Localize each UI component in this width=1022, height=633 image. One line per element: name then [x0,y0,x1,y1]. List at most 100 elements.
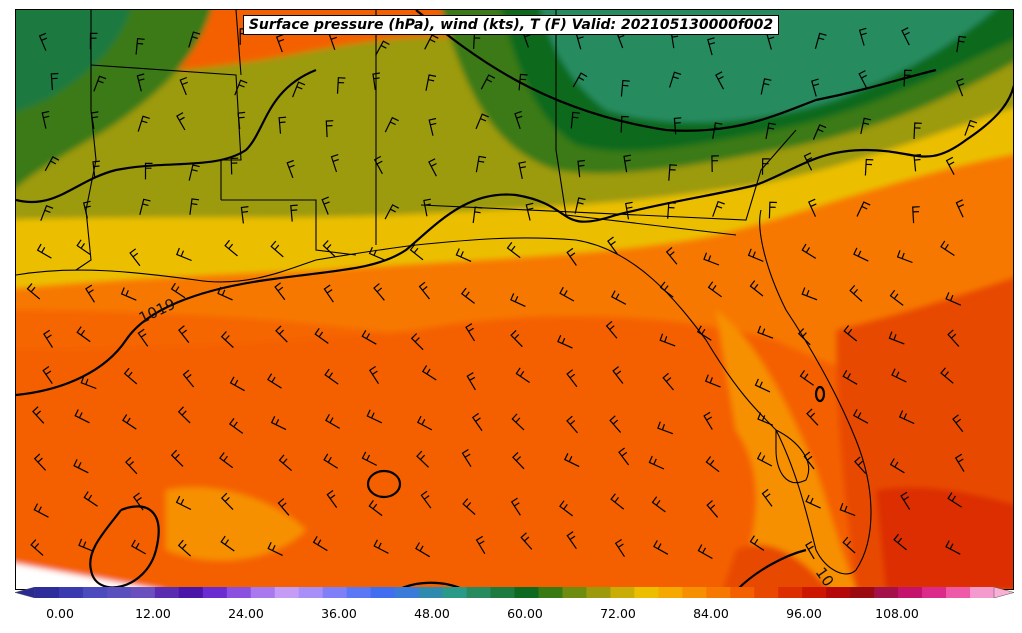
wind-barb [292,81,306,98]
wind-barb [78,538,95,552]
wind-barb [572,72,588,88]
colorbar-tick-label: 0.00 [46,606,74,621]
temperature-field [16,10,1013,589]
wind-barb [703,252,720,266]
colorbar-tick-label: 96.00 [786,606,822,621]
colorbar-swatch [82,587,108,598]
wind-barb [137,328,149,347]
wind-barb [814,32,827,49]
wind-barb [765,122,776,140]
wind-barb [514,110,523,129]
wind-barb [74,409,90,424]
wind-barb [136,73,145,92]
wind-barb [135,37,145,55]
wind-barb [510,329,523,348]
wind-barb [715,71,725,90]
wind-barb [36,243,52,259]
wind-barb [803,152,813,171]
wind-barb [76,326,91,343]
wind-barb [614,538,626,558]
wind-barb [189,198,200,215]
colorbar-swatch [178,587,204,598]
wind-barb [234,79,248,96]
wind-barb [956,35,967,53]
wind-barb [428,158,437,177]
wind-barb [607,236,618,255]
wind-barb [368,365,380,385]
wind-barb [425,74,437,91]
wind-barb [704,374,721,388]
wind-barb [896,250,913,264]
colorbar-swatch [35,587,60,598]
wind-barb [801,243,817,259]
wind-barb [805,541,815,560]
wind-barb [324,368,339,385]
wind-barb [125,456,138,475]
wind-barb [940,240,955,257]
wind-barb [940,367,954,384]
wind-barb [515,367,530,383]
wind-barb [326,490,338,508]
wind-barb [864,158,874,176]
colorbar-swatch [754,587,779,598]
wind-barb [410,333,424,351]
wind-barb [50,72,59,90]
wind-barb [520,532,533,550]
wind-barb [843,325,858,342]
wind-barb [760,78,772,95]
wind-barb [462,498,476,515]
colorbar-swatch [466,587,492,598]
wind-barb [41,110,50,129]
colorbar-swatch [490,587,515,598]
wind-barb [229,376,245,392]
wind-barb [566,247,577,266]
wind-barb [325,414,341,429]
wind-barb [518,161,527,180]
wind-barb [361,451,377,466]
colorbar-tick-label: 60.00 [507,606,543,621]
wind-barb [220,492,234,511]
colorbar-swatch [418,587,444,598]
wind-barb [853,247,869,262]
wind-barb [964,119,978,136]
wind-barb [170,282,186,299]
wind-barb [511,413,525,431]
wind-barb [525,202,534,221]
colorbar-swatch [562,587,587,598]
wind-barb [82,200,91,219]
wind-barb [80,376,97,390]
colorbar-tick-label: 84.00 [693,606,729,621]
wind-barb [275,325,288,343]
map-title: Surface pressure (hPa), wind (kts), T (F… [242,15,780,35]
wind-barb [653,540,669,555]
wind-barb [278,116,287,134]
wind-barb [889,289,904,306]
wind-barb [384,116,399,133]
wind-barb [947,492,962,508]
temperature-colorbar [15,587,1014,598]
wind-barb [179,76,188,96]
wind-barb [749,280,764,297]
wind-barb [139,198,151,215]
wind-barb [659,281,674,298]
wind-barb [384,204,400,220]
wind-barb [913,122,922,140]
wind-barb [323,453,339,469]
colorbar-swatch [130,587,156,598]
wind-barb [559,286,575,302]
wind-barb [122,414,137,430]
wind-barb [188,164,200,181]
wind-barb [518,73,528,91]
wind-barb [220,331,234,349]
wind-barb [858,70,868,89]
wind-barb [336,77,346,94]
colorbar-swatch [202,587,228,598]
colorbar-tick-label: 24.00 [228,606,264,621]
wind-barb [178,325,190,343]
wind-barb [955,199,965,218]
wind-barb [610,493,625,510]
wind-barb [605,320,618,339]
wind-barb [42,366,53,384]
wind-barb [697,544,713,560]
colorbar-swatch [370,587,396,598]
